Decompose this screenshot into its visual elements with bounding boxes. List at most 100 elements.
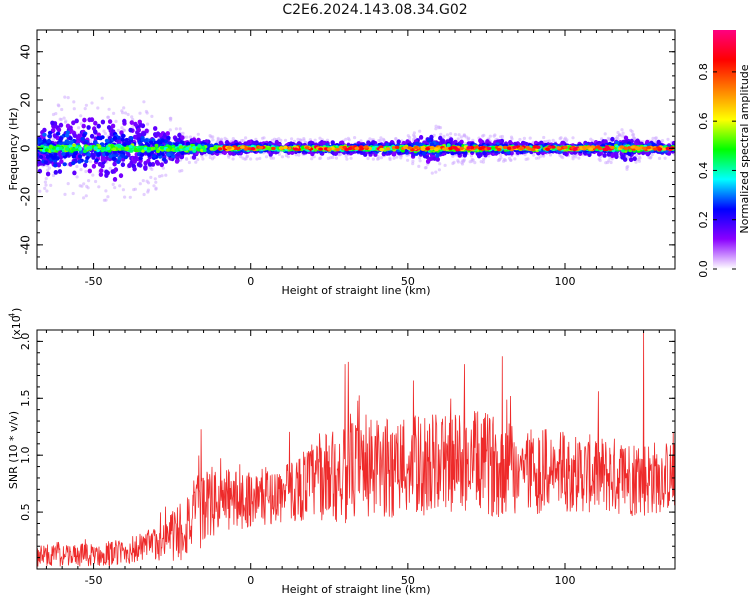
spectrogram-speckle [509, 158, 513, 162]
spectrogram-speckle [107, 107, 111, 111]
spectrogram-cell [563, 150, 568, 156]
spectrogram-speckle [329, 156, 333, 160]
spectrogram-speckle [499, 153, 503, 157]
spectrogram-hotspot [662, 147, 667, 151]
spectrogram-cell [90, 152, 95, 158]
spectrogram-speckle [84, 103, 88, 107]
spectrogram-cells [37, 95, 675, 202]
spectrogram-speckle [456, 159, 460, 163]
spectrogram-cell [138, 122, 143, 128]
spectrogram-speckle [559, 155, 564, 159]
spectrogram-cell [603, 139, 608, 145]
spectrogram-cell [482, 151, 487, 156]
spectrogram-speckle [142, 100, 146, 104]
spectrogram-speckle [264, 155, 269, 159]
spectrogram-cell [173, 137, 179, 143]
spectrogram-cell [202, 148, 207, 153]
spectrogram-cell [86, 146, 91, 150]
spectrogram-cell [180, 135, 185, 141]
spectrogram-speckle [411, 162, 415, 166]
spectrogram-cell [421, 151, 427, 156]
figure-title: C2E6.2024.143.08.34.G02 [282, 2, 468, 18]
spectrogram-cell [86, 152, 91, 157]
spectrogram-cell [440, 139, 445, 145]
spectrogram-speckle [91, 173, 95, 177]
spectrogram-cell [82, 149, 87, 153]
spectrogram-speckle [142, 192, 146, 197]
spectrogram-cell [98, 172, 104, 178]
spectrogram-cell [100, 135, 105, 140]
spectrogram-cell [82, 162, 88, 168]
spectrogram-cell [45, 154, 51, 159]
spectrogram-cell [51, 127, 56, 133]
spectrogram-cell [87, 117, 92, 123]
spectrogram-cell [96, 136, 101, 140]
spectrogram-speckle [120, 109, 124, 113]
spectrogram-speckle [121, 188, 125, 192]
spectrogram-speckle [423, 166, 427, 170]
spectrogram-speckle [244, 136, 248, 140]
spectrogram-cell [117, 156, 122, 161]
spectrogram-hotspot [278, 146, 284, 150]
spectrogram-cell [71, 161, 76, 166]
spectrogram-speckle [653, 136, 657, 140]
spectrogram-speckle [90, 101, 94, 105]
spectrogram-cell [65, 130, 71, 135]
spectrogram-cell [267, 147, 272, 151]
spectrogram-speckle [94, 179, 98, 184]
spectrogram-speckle [88, 160, 93, 164]
spectrogram-cell [651, 142, 656, 147]
spectrogram-speckle [187, 160, 191, 165]
spectrogram-speckle [632, 136, 636, 140]
spectrogram-cell [68, 125, 73, 131]
spectrogram-speckle [598, 158, 602, 163]
spectrogram-speckle [345, 157, 349, 161]
spectrogram-cell [65, 147, 69, 151]
spectrogram-speckle [298, 138, 302, 142]
spectrogram-speckle [589, 137, 593, 141]
spectrogram-speckle [626, 165, 630, 169]
spectrogram-speckle [528, 136, 532, 140]
spectrogram-speckle [128, 195, 132, 199]
spectrogram-cell [628, 157, 634, 163]
spectrogram-cell [191, 155, 197, 160]
spectrogram-speckle [113, 186, 117, 190]
spectrogram-cell [96, 123, 101, 129]
spectrogram-speckle [106, 195, 110, 199]
spectrogram-speckle [349, 156, 353, 160]
spectrogram-speckle [246, 154, 250, 158]
spectrogram-cell [81, 123, 86, 129]
spectrogram-speckle [438, 162, 442, 166]
spectrogram-cell [188, 147, 193, 151]
spectrogram-speckle [378, 138, 382, 143]
spectrogram-speckle [89, 139, 93, 143]
spectrogram-cell [155, 131, 161, 137]
spectrogram-hotspot [363, 145, 369, 149]
spectrogram-speckle [634, 153, 639, 158]
spectrogram-cell [178, 145, 183, 149]
spectrogram-speckle [108, 166, 112, 170]
spectrogram-speckle [434, 127, 438, 131]
spectrogram-cell [105, 151, 110, 156]
spectrogram-cell [124, 137, 129, 142]
spectrogram-speckle [434, 170, 438, 174]
spectrogram-speckle [43, 186, 47, 190]
spectrogram-speckle [503, 158, 508, 162]
spectrogram-speckle [366, 156, 370, 161]
spectrogram-cell [185, 146, 190, 151]
spectrogram-speckle [60, 107, 64, 112]
spectrogram-speckle [451, 154, 455, 158]
spectrogram-speckle [631, 133, 635, 137]
spectrogram-speckle [164, 173, 168, 177]
spectrogram-cell [56, 162, 62, 168]
spectrogram-speckle [158, 174, 162, 178]
spectrogram-cell [104, 169, 109, 175]
spectrogram-cell [85, 156, 90, 160]
spectrogram-speckle [496, 158, 500, 163]
spectrogram-speckle [379, 136, 383, 140]
spectrogram-cell [84, 159, 89, 164]
spectrogram-cell [65, 140, 71, 145]
spectrogram-speckle [149, 175, 153, 179]
spectrogram-speckle [563, 136, 568, 140]
